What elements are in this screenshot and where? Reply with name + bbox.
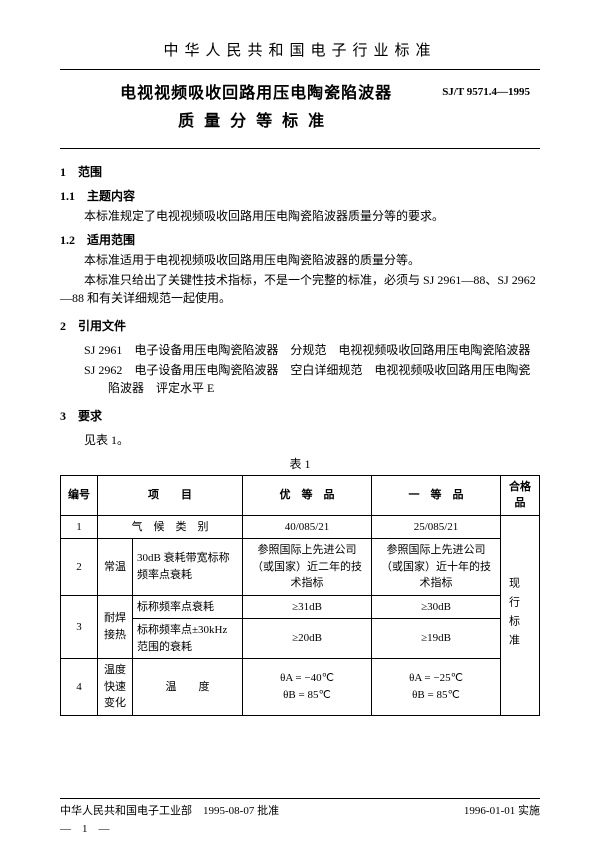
cell-first: 25/085/21 <box>372 515 501 539</box>
cell-qualified-merged: 现行标准 <box>501 515 540 715</box>
cell-first: ≥30dB <box>372 595 501 619</box>
cell-sup: ≥20dB <box>243 619 372 659</box>
cell-no: 3 <box>61 595 98 659</box>
section-1-2-body-2: 本标准只给出了关键性技术指标，不是一个完整的标准，必须与 SJ 2961—88、… <box>60 271 540 307</box>
col-superior: 优 等 品 <box>243 475 372 515</box>
cell-sup: θA = −40℃ θB = 85℃ <box>243 659 372 716</box>
table-row: 1 气 候 类 别 40/085/21 25/085/21 现行标准 <box>61 515 540 539</box>
cell-first: θA = −25℃ θB = 85℃ <box>372 659 501 716</box>
section-3-body: 见表 1。 <box>60 431 540 449</box>
cell-no: 4 <box>61 659 98 716</box>
section-1-2-heading: 1.2 适用范围 <box>60 231 540 249</box>
col-qualified: 合格品 <box>501 475 540 515</box>
main-title-block: 电视视频吸收回路用压电陶瓷陷波器 质量分等标准 SJ/T 9571.4—1995 <box>60 82 540 134</box>
cell-no: 2 <box>61 539 98 596</box>
cell-first: 参照国际上先进公司（或国家）近十年的技术指标 <box>372 539 501 596</box>
table-row: 2 常温 30dB 衰耗带宽标称频率点衰耗 参照国际上先进公司（或国家）近二年的… <box>61 539 540 596</box>
table-head-row: 编号 项 目 优 等 品 一 等 品 合格品 <box>61 475 540 515</box>
main-title-line2: 质量分等标准 <box>70 110 442 134</box>
national-standard-title: 中华人民共和国电子行业标准 <box>60 40 540 70</box>
main-title-line1: 电视视频吸收回路用压电陶瓷陷波器 <box>70 82 442 106</box>
footer-approval: 中华人民共和国电子工业部 1995-08-07 批准 <box>60 803 279 820</box>
footer: 中华人民共和国电子工业部 1995-08-07 批准 1996-01-01 实施 <box>60 798 540 820</box>
page-number: — 1 — <box>60 821 110 838</box>
standard-code: SJ/T 9571.4—1995 <box>442 82 530 101</box>
section-2-heading: 2 引用文件 <box>60 317 540 335</box>
cell-no: 1 <box>61 515 98 539</box>
cell-sup: ≥31dB <box>243 595 372 619</box>
cell-cat: 温度快速变化 <box>98 659 133 716</box>
cell-item: 温 度 <box>133 659 243 716</box>
cell-cat: 常温 <box>98 539 133 596</box>
cell-sup: 40/085/21 <box>243 515 372 539</box>
cell-first: ≥19dB <box>372 619 501 659</box>
cell-item: 标称频率点±30kHz 范围的衰耗 <box>133 619 243 659</box>
section-3-heading: 3 要求 <box>60 407 540 425</box>
cell-item: 标称频率点衰耗 <box>133 595 243 619</box>
table-row: 3 耐焊接热 标称频率点衰耗 ≥31dB ≥30dB <box>61 595 540 619</box>
qualified-vertical-text: 现行标准 <box>505 577 522 653</box>
table-row: 4 温度快速变化 温 度 θA = −40℃ θB = 85℃ θA = −25… <box>61 659 540 716</box>
cell-item: 30dB 衰耗带宽标称频率点衰耗 <box>133 539 243 596</box>
reference-1: SJ 2961 电子设备用压电陶瓷陷波器 分规范 电视视频吸收回路用压电陶瓷陷波… <box>84 341 540 359</box>
document-page: 中华人民共和国电子行业标准 电视视频吸收回路用压电陶瓷陷波器 质量分等标准 SJ… <box>0 0 600 849</box>
reference-2: SJ 2962 电子设备用压电陶瓷陷波器 空白详细规范 电视视频吸收回路用压电陶… <box>84 361 540 397</box>
col-no: 编号 <box>61 475 98 515</box>
col-first: 一 等 品 <box>372 475 501 515</box>
cell-sup: 参照国际上先进公司（或国家）近二年的技术指标 <box>243 539 372 596</box>
footer-implementation: 1996-01-01 实施 <box>464 803 540 820</box>
spec-table: 编号 项 目 优 等 品 一 等 品 合格品 1 气 候 类 别 40/085/… <box>60 475 540 716</box>
col-item: 项 目 <box>98 475 243 515</box>
main-title: 电视视频吸收回路用压电陶瓷陷波器 质量分等标准 <box>70 82 442 134</box>
cell-item: 气 候 类 别 <box>98 515 243 539</box>
section-1-heading: 1 范围 <box>60 163 540 181</box>
table-caption: 表 1 <box>60 455 540 473</box>
cell-cat: 耐焊接热 <box>98 595 133 659</box>
section-1-2-body-1: 本标准适用于电视视频吸收回路用压电陶瓷陷波器的质量分等。 <box>60 251 540 269</box>
table-row: 标称频率点±30kHz 范围的衰耗 ≥20dB ≥19dB <box>61 619 540 659</box>
divider-line <box>60 148 540 149</box>
section-1-1-body: 本标准规定了电视视频吸收回路用压电陶瓷陷波器质量分等的要求。 <box>60 207 540 225</box>
section-1-1-heading: 1.1 主题内容 <box>60 187 540 205</box>
